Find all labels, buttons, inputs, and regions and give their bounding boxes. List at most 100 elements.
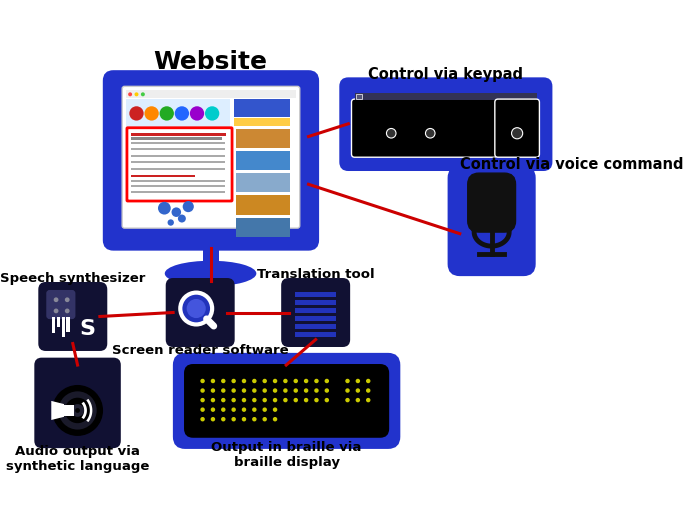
Circle shape	[232, 379, 236, 383]
Circle shape	[325, 388, 329, 393]
Circle shape	[283, 398, 288, 402]
FancyBboxPatch shape	[122, 86, 300, 228]
Circle shape	[273, 379, 277, 383]
Bar	[295, 307, 336, 313]
Circle shape	[58, 392, 97, 429]
Circle shape	[366, 398, 371, 402]
Circle shape	[141, 93, 145, 96]
Circle shape	[65, 398, 90, 423]
Circle shape	[273, 388, 277, 393]
Circle shape	[175, 106, 189, 121]
Circle shape	[356, 398, 360, 402]
Bar	[62, 317, 65, 337]
Circle shape	[252, 408, 257, 412]
Circle shape	[221, 417, 225, 421]
Bar	[236, 173, 290, 192]
Circle shape	[345, 388, 350, 393]
FancyBboxPatch shape	[39, 283, 106, 350]
Bar	[131, 137, 223, 140]
FancyBboxPatch shape	[495, 99, 539, 157]
Circle shape	[252, 379, 257, 383]
Circle shape	[180, 293, 212, 325]
Circle shape	[345, 398, 350, 402]
Circle shape	[200, 408, 205, 412]
Circle shape	[512, 128, 523, 139]
Circle shape	[200, 417, 205, 421]
Text: Output in braille via
braille display: Output in braille via braille display	[212, 440, 362, 469]
Circle shape	[262, 388, 267, 393]
Bar	[295, 292, 336, 297]
Circle shape	[304, 379, 308, 383]
Circle shape	[242, 408, 246, 412]
FancyBboxPatch shape	[127, 128, 232, 201]
Bar	[64, 405, 73, 416]
Text: Translation tool: Translation tool	[257, 269, 375, 281]
Bar	[355, 93, 537, 100]
Circle shape	[178, 214, 186, 222]
Circle shape	[211, 398, 215, 402]
Bar	[131, 161, 225, 163]
Circle shape	[314, 388, 319, 393]
Circle shape	[53, 297, 58, 302]
Bar	[131, 185, 225, 187]
Circle shape	[356, 388, 360, 393]
Bar	[236, 151, 290, 170]
Bar	[131, 190, 225, 193]
Circle shape	[205, 106, 219, 121]
Text: Website: Website	[153, 51, 268, 74]
Bar	[131, 148, 225, 151]
Circle shape	[242, 388, 246, 393]
Bar	[295, 300, 336, 305]
Circle shape	[283, 379, 288, 383]
Bar	[234, 118, 290, 126]
Bar	[52, 317, 55, 333]
Bar	[356, 94, 362, 99]
Bar	[295, 331, 336, 337]
Circle shape	[52, 385, 103, 436]
Circle shape	[273, 408, 277, 412]
Text: Control via voice command: Control via voice command	[460, 156, 684, 171]
Bar	[131, 179, 225, 181]
FancyBboxPatch shape	[104, 71, 318, 250]
Circle shape	[53, 309, 58, 313]
Circle shape	[242, 417, 246, 421]
FancyBboxPatch shape	[47, 291, 75, 318]
Bar	[236, 195, 290, 214]
Bar	[131, 168, 225, 170]
Circle shape	[262, 417, 267, 421]
Text: Control via keypad: Control via keypad	[369, 68, 523, 82]
Circle shape	[325, 379, 329, 383]
Bar	[126, 90, 296, 98]
Circle shape	[168, 219, 174, 226]
Circle shape	[145, 106, 159, 121]
Bar	[126, 99, 229, 127]
Circle shape	[262, 408, 267, 412]
Circle shape	[386, 129, 396, 138]
Circle shape	[242, 398, 246, 402]
Circle shape	[345, 379, 350, 383]
Text: Speech synthesizer: Speech synthesizer	[0, 272, 145, 286]
Circle shape	[221, 408, 225, 412]
Circle shape	[129, 106, 144, 121]
Circle shape	[158, 202, 171, 214]
Circle shape	[200, 379, 205, 383]
Circle shape	[283, 388, 288, 393]
Bar	[234, 99, 290, 117]
Bar	[57, 317, 60, 327]
Circle shape	[183, 201, 194, 212]
Circle shape	[262, 398, 267, 402]
Circle shape	[190, 106, 204, 121]
Ellipse shape	[165, 261, 256, 286]
Circle shape	[314, 398, 319, 402]
Circle shape	[200, 388, 205, 393]
FancyBboxPatch shape	[166, 279, 234, 346]
Bar	[203, 240, 219, 265]
Polygon shape	[51, 401, 64, 420]
Circle shape	[314, 379, 319, 383]
Circle shape	[232, 417, 236, 421]
Circle shape	[252, 388, 257, 393]
Circle shape	[262, 379, 267, 383]
Circle shape	[304, 388, 308, 393]
Bar	[295, 315, 336, 321]
Circle shape	[273, 417, 277, 421]
